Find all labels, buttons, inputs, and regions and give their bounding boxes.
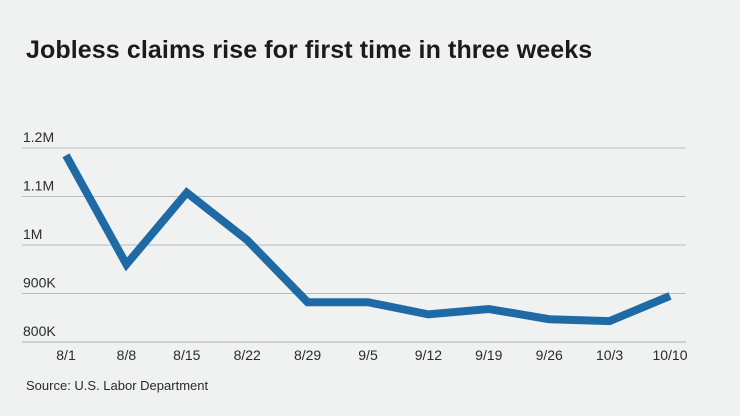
y-axis-labels: 800K 900K 1M 1.1M 1.2M — [23, 129, 56, 339]
x-tick-label: 9/12 — [415, 347, 442, 363]
y-tick-label: 1.2M — [23, 129, 54, 145]
x-tick-label: 9/19 — [475, 347, 502, 363]
x-tick-label: 8/22 — [234, 347, 261, 363]
series-layer — [62, 153, 672, 326]
x-tick-label: 8/1 — [56, 347, 76, 363]
x-tick-label: 9/26 — [536, 347, 563, 363]
x-tick-label: 8/29 — [294, 347, 321, 363]
x-tick-label: 10/10 — [652, 347, 687, 363]
x-tick-label: 8/15 — [173, 347, 200, 363]
y-tick-label: 1.1M — [23, 178, 54, 194]
gridlines — [22, 147, 686, 343]
y-tick-label: 1M — [23, 226, 42, 242]
y-tick-label: 900K — [23, 275, 56, 291]
series-line — [62, 153, 672, 326]
source-note: Source: U.S. Labor Department — [26, 378, 209, 393]
x-tick-label: 8/8 — [117, 347, 137, 363]
x-axis-labels: 8/1 8/8 8/15 8/22 8/29 9/5 9/12 9/19 9/26 10/3 10/… — [56, 347, 687, 363]
y-tick-label: 800K — [23, 323, 56, 339]
x-tick-label: 10/3 — [596, 347, 623, 363]
x-tick-label: 9/5 — [358, 347, 378, 363]
chart-title: Jobless claims rise for first time in th… — [26, 36, 593, 64]
